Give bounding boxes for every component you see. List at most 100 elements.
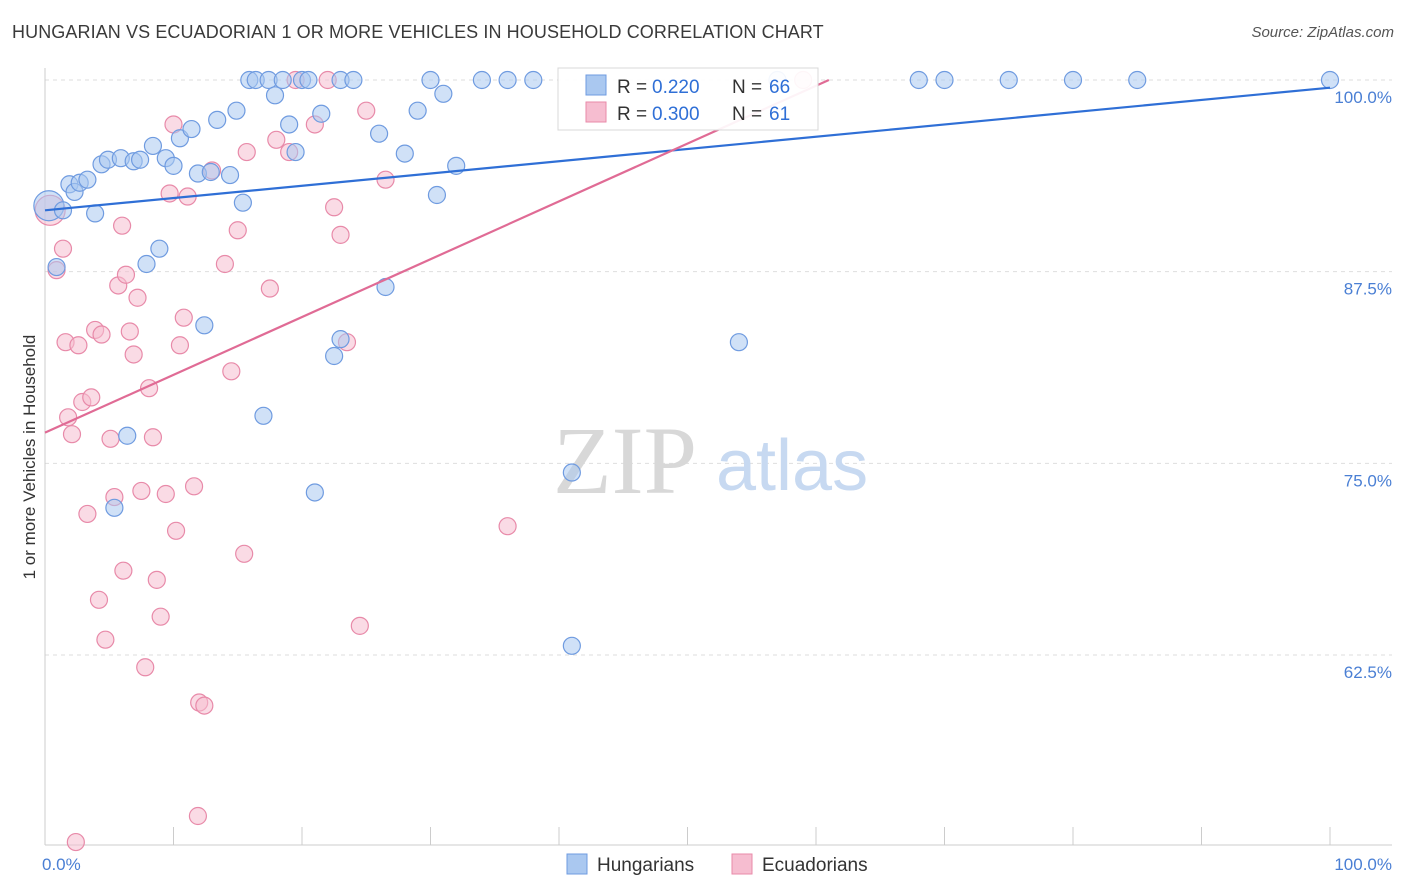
bottom-legend-swatch-ecuadorians: [731, 853, 753, 875]
legend-r-label: R =: [617, 77, 647, 98]
ecuadorian-point: [96, 630, 115, 649]
ecuadorian-point: [136, 658, 155, 677]
hungarian-point: [47, 257, 66, 277]
hungarian-point: [137, 254, 156, 274]
hungarian-point: [208, 110, 227, 129]
ecuadorian-point: [66, 832, 85, 852]
y-tick-label: 100.0%: [1334, 88, 1392, 107]
hungarian-point: [265, 86, 285, 105]
ecuadorian-point: [237, 142, 256, 162]
hungarians-trend-line: [44, 86, 1331, 212]
bottom-legend-swatch-hungarians: [566, 853, 588, 875]
hungarian-point: [909, 70, 928, 90]
hungarian-point: [280, 115, 299, 134]
hungarian-point: [434, 84, 453, 103]
ecuadorian-point: [166, 521, 186, 540]
legend-n-label: N =: [732, 104, 762, 125]
hungarian-point: [182, 119, 201, 139]
hungarians-points: [33, 70, 1340, 655]
ecuadorian-point: [128, 288, 147, 307]
legend-r-value: 0.300: [652, 104, 700, 125]
hungarian-point: [220, 165, 240, 185]
ecuadorian-point: [235, 544, 254, 563]
hungarian-point: [1063, 70, 1083, 90]
hungarian-point: [562, 463, 581, 482]
ecuadorian-point: [92, 325, 111, 344]
ecuadorian-point: [267, 130, 286, 149]
ecuadorian-point: [156, 484, 175, 504]
hungarian-point: [150, 239, 169, 258]
ecuadorian-point: [116, 265, 136, 284]
hungarian-point: [305, 483, 324, 502]
legend-swatch-hungarians: [585, 74, 607, 96]
hungarian-point: [408, 101, 427, 120]
legend-n-label: N =: [732, 77, 762, 98]
ecuadorian-point: [132, 481, 151, 501]
hungarian-point: [105, 498, 124, 517]
legend-swatch-ecuadorians: [585, 101, 607, 123]
hungarian-point: [118, 426, 137, 445]
hungarian-point: [498, 70, 517, 90]
ecuadorian-point: [325, 198, 344, 217]
y-axis-title: 1 or more Vehicles in Household: [20, 335, 39, 580]
hungarian-point: [999, 70, 1018, 90]
x-tick-label: 100.0%: [1334, 855, 1392, 874]
watermark-atlas: atlas: [716, 426, 868, 506]
ecuadorian-point: [195, 696, 214, 715]
ecuadorian-point: [260, 279, 279, 298]
hungarian-point: [233, 193, 252, 212]
legend-box: R = 0.220 N = 66 R = 0.300 N = 61: [557, 67, 819, 131]
hungarian-point: [325, 346, 344, 366]
hungarian-point: [729, 333, 749, 352]
legend-n-value: 61: [769, 104, 790, 125]
hungarian-point: [286, 142, 305, 162]
hungarian-point: [524, 70, 543, 90]
hungarian-point: [195, 316, 214, 335]
legend-r-value: 0.220: [652, 77, 700, 98]
source-credit: Source: ZipAtlas.com: [1251, 24, 1394, 41]
hungarian-point: [227, 101, 246, 120]
hungarian-point: [562, 636, 581, 655]
hungarian-point: [344, 70, 363, 90]
ecuadorian-point: [114, 561, 133, 580]
ecuadorian-point: [62, 425, 82, 444]
ecuadorian-point: [147, 570, 166, 589]
ecuadorian-point: [78, 504, 97, 524]
ecuadorian-point: [222, 362, 241, 381]
trend-lines: [44, 78, 1331, 434]
ecuadorian-point: [69, 336, 88, 355]
hungarian-point: [935, 70, 954, 90]
hungarian-point: [78, 170, 97, 189]
ecuadorian-point: [357, 101, 376, 120]
ecuadorian-point: [120, 322, 139, 341]
ecuadorian-point: [215, 254, 234, 274]
watermark-zip: ZIP: [553, 407, 697, 514]
hungarian-point: [312, 104, 331, 123]
hungarian-point: [427, 185, 447, 205]
ecuadorian-point: [228, 221, 247, 240]
hungarian-point: [86, 204, 105, 223]
hungarian-point: [421, 70, 440, 90]
y-tick-label: 75.0%: [1344, 471, 1392, 490]
ecuadorian-point: [188, 806, 208, 826]
ecuadorian-point: [174, 308, 193, 327]
legend-n-value: 66: [769, 77, 790, 98]
hungarian-point: [164, 156, 183, 175]
ecuadorian-point: [89, 590, 109, 609]
hungarian-point: [53, 201, 73, 220]
chart-title: HUNGARIAN VS ECUADORIAN 1 OR MORE VEHICL…: [12, 22, 824, 42]
hungarian-point: [254, 406, 273, 425]
ecuadorian-point: [82, 388, 101, 407]
gridlines: [45, 79, 1392, 656]
ecuadorian-point: [331, 225, 350, 244]
hungarian-point: [395, 144, 414, 163]
ecuadorian-point: [350, 616, 369, 635]
ecuadorian-point: [498, 517, 517, 536]
bottom-legend-ecuadorians: Ecuadorians: [762, 855, 868, 876]
hungarian-point: [1128, 70, 1147, 90]
watermark: ZIP atlas: [553, 407, 868, 514]
hungarian-point: [370, 124, 389, 143]
bottom-legend: Hungarians Ecuadorians: [566, 853, 868, 876]
legend-r-label: R =: [617, 104, 647, 125]
